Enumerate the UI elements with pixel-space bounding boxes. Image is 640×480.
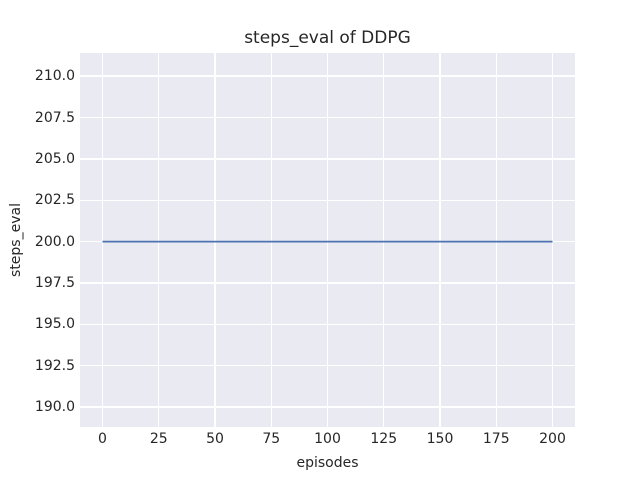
x-tick-label: 175 (482, 431, 510, 447)
x-tick-label: 50 (206, 431, 224, 447)
y-gridline (80, 323, 575, 326)
x-tick-label: 150 (426, 431, 454, 447)
x-tick-label: 0 (98, 431, 107, 447)
x-gridline (158, 53, 160, 427)
y-tick-label: 202.5 (34, 192, 75, 209)
line-series (102, 240, 553, 243)
y-gridline (80, 158, 575, 160)
x-gridline (439, 53, 441, 427)
x-gridline (326, 53, 329, 427)
y-tick-label: 205.0 (34, 150, 75, 167)
chart-title: steps_eval of DDPG (244, 28, 411, 48)
x-tick-label: 75 (262, 431, 281, 447)
y-tick-label: 200.0 (34, 233, 75, 250)
y-gridline (80, 116, 575, 119)
x-gridline (551, 53, 554, 427)
y-gridline (80, 406, 575, 408)
y-tick-label: 192.5 (34, 357, 75, 374)
y-tick-label: 210.0 (34, 68, 75, 85)
x-gridline (495, 53, 497, 427)
y-axis-label: steps_eval (8, 203, 24, 277)
x-tick-label: 100 (314, 431, 341, 447)
y-gridline (80, 365, 575, 367)
x-gridline (214, 53, 216, 427)
y-tick-label: 207.5 (34, 109, 75, 126)
plot-area (80, 53, 575, 427)
x-gridline (383, 53, 385, 427)
y-gridline (80, 282, 575, 284)
y-gridline (80, 199, 575, 201)
x-gridline (101, 53, 104, 427)
x-gridline (270, 53, 272, 427)
x-tick-label: 125 (370, 431, 398, 447)
y-tick-label: 195.0 (34, 316, 75, 333)
y-tick-label: 197.5 (34, 275, 75, 292)
x-tick-label: 25 (149, 431, 168, 447)
y-gridline (80, 75, 575, 77)
x-tick-label: 200 (539, 431, 566, 447)
y-tick-label: 190.0 (34, 399, 75, 416)
x-axis-label: episodes (296, 455, 359, 471)
